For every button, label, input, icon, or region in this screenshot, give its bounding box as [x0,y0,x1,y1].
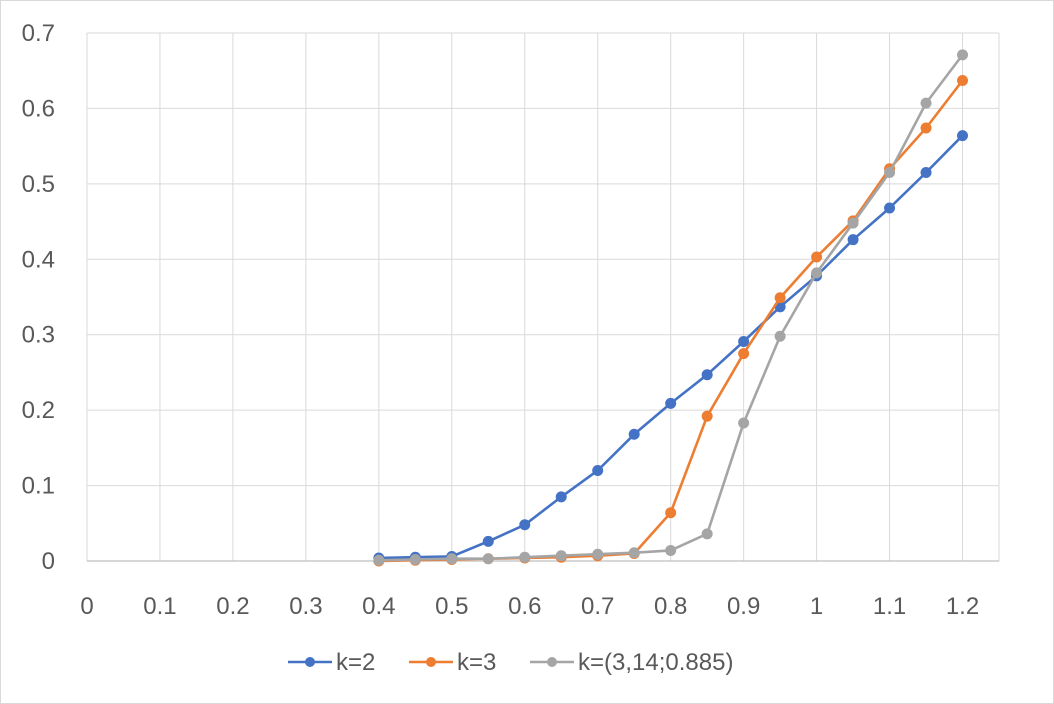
y-tick-label: 0.4 [22,246,55,273]
y-tick-label: 0.3 [22,322,55,349]
x-tick-label: 0 [80,593,93,620]
y-tick-label: 0.5 [22,171,55,198]
data-point [811,251,823,263]
data-point [957,49,969,61]
x-tick-label: 0.7 [581,593,614,620]
x-tick-label: 0.5 [435,593,468,620]
legend-marker [305,657,315,667]
data-point [774,330,786,342]
legend-label: k=(3,14;0.885) [578,649,733,676]
data-point [628,428,640,440]
data-point [665,544,677,556]
legend-label: k=2 [336,649,375,676]
x-axis-tick-labels: 0 0.1 0.2 0.3 0.4 0.5 0.6 0.7 0.8 0.9 1 1.1 1.2 [80,593,979,620]
data-point [738,417,750,429]
x-tick-label: 0.3 [289,593,322,620]
data-point [409,553,421,565]
data-point [847,217,859,229]
data-point [701,369,713,381]
data-point [920,122,932,134]
x-tick-label: 0.4 [362,593,395,620]
legend-item: k=3 [409,649,496,676]
legend-marker [547,657,557,667]
data-point [555,491,567,503]
data-point [701,528,713,540]
legend: k=2 k=3 k=(3,14;0.885) [288,649,733,676]
legend-item: k=2 [288,649,375,676]
data-point [592,548,604,560]
data-point [738,348,750,360]
data-point [774,292,786,304]
data-point [519,551,531,563]
legend-label: k=3 [457,649,496,676]
data-point [519,519,531,531]
series-layer [373,49,969,567]
data-point [847,234,859,246]
y-tick-label: 0 [42,548,55,575]
data-point [701,410,713,422]
data-point [738,336,750,348]
y-axis-tick-labels: 0 0.1 0.2 0.3 0.4 0.5 0.6 0.7 [22,20,55,575]
x-tick-label: 1.2 [946,593,979,620]
data-point [957,130,969,142]
y-tick-label: 0.6 [22,95,55,122]
series-3 [373,49,969,566]
x-tick-label: 0.1 [143,593,176,620]
data-point [884,167,896,179]
data-point [920,97,932,109]
data-point [665,397,677,409]
x-tick-label: 0.9 [727,593,760,620]
data-point [665,507,677,519]
data-point [555,550,567,562]
data-point [482,553,494,565]
data-point [884,202,896,214]
legend-marker [426,657,436,667]
y-tick-label: 0.7 [22,20,55,47]
x-tick-label: 0.8 [654,593,687,620]
y-tick-label: 0.2 [22,397,55,424]
data-point [373,554,385,566]
gridlines [86,32,1000,562]
data-point [446,553,458,565]
data-point [628,547,640,559]
data-point [957,75,969,87]
x-tick-label: 0.6 [508,593,541,620]
legend-item: k=(3,14;0.885) [530,649,733,676]
data-point [482,535,494,547]
x-tick-label: 1.1 [873,593,906,620]
x-tick-label: 0.2 [216,593,249,620]
data-point [920,167,932,179]
y-tick-label: 0.1 [22,473,55,500]
data-point [592,464,604,476]
data-point [811,267,823,279]
x-tick-label: 1 [810,593,823,620]
